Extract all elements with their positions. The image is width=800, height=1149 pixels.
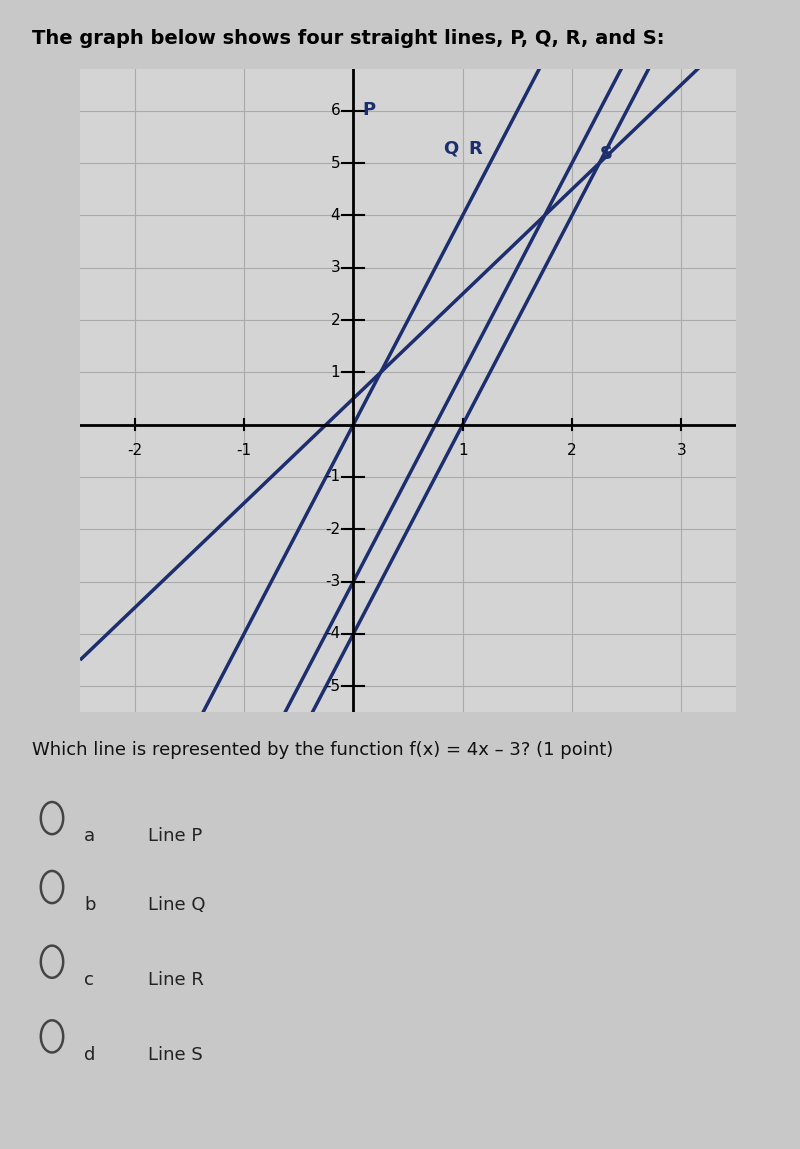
Text: The graph below shows four straight lines, P, Q, R, and S:: The graph below shows four straight line… [32, 29, 665, 48]
Text: P: P [362, 101, 375, 118]
Text: 3: 3 [677, 444, 686, 458]
Text: Which line is represented by the function f(x) = 4x – 3? (1 point): Which line is represented by the functio… [32, 741, 614, 759]
Text: c: c [84, 971, 94, 989]
Text: a: a [84, 827, 95, 846]
Text: Line Q: Line Q [148, 896, 206, 915]
Text: -1: -1 [325, 470, 340, 485]
Text: 1: 1 [458, 444, 467, 458]
Text: 6: 6 [330, 103, 340, 118]
Text: 4: 4 [330, 208, 340, 223]
Text: Line R: Line R [148, 971, 204, 989]
Text: Q: Q [443, 140, 458, 157]
Text: R: R [468, 140, 482, 157]
Text: Line S: Line S [148, 1046, 202, 1064]
Text: -2: -2 [325, 522, 340, 537]
Text: -4: -4 [325, 626, 340, 641]
Text: b: b [84, 896, 95, 915]
Text: Line P: Line P [148, 827, 202, 846]
Text: -2: -2 [127, 444, 142, 458]
Text: -5: -5 [325, 679, 340, 694]
Text: 5: 5 [330, 155, 340, 170]
Text: S: S [599, 145, 612, 163]
Text: d: d [84, 1046, 95, 1064]
Text: 1: 1 [330, 365, 340, 380]
Text: 2: 2 [330, 313, 340, 327]
Text: -1: -1 [237, 444, 251, 458]
Text: 3: 3 [330, 260, 340, 276]
Text: -3: -3 [325, 574, 340, 589]
Text: 2: 2 [567, 444, 577, 458]
